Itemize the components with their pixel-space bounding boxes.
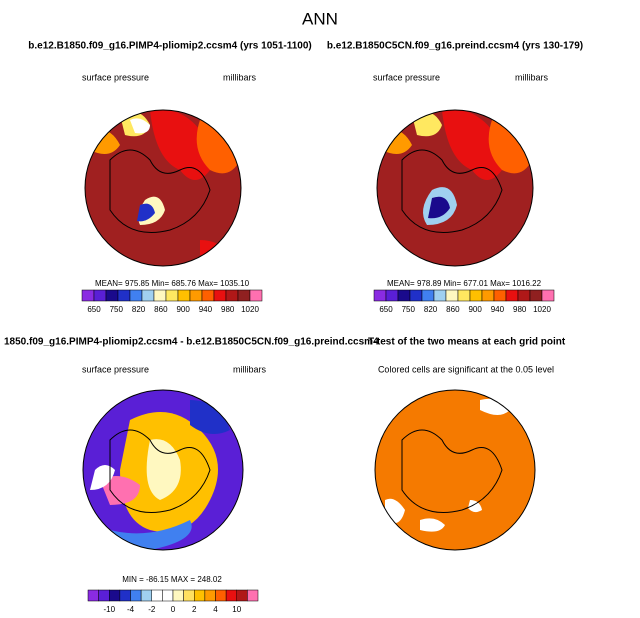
colorbar-box bbox=[505, 289, 519, 302]
colorbar-box bbox=[445, 289, 459, 302]
colorbar-box bbox=[93, 289, 107, 302]
colorbar-box bbox=[183, 589, 195, 602]
colorbar-box bbox=[204, 589, 216, 602]
colorbar-box bbox=[493, 289, 507, 302]
colorbar-box bbox=[129, 289, 143, 302]
panel-label: surface pressure bbox=[82, 72, 149, 82]
colorbar-box bbox=[98, 589, 110, 602]
colorbar-label: 4 bbox=[213, 605, 218, 614]
panel-label: surface pressure bbox=[82, 364, 149, 374]
colorbar-label: 10 bbox=[232, 605, 241, 614]
panel-label: millibars bbox=[233, 364, 267, 374]
panel-title: b.e12.B1850.f09_g16.PIMP4-pliomip2.ccsm4… bbox=[28, 41, 312, 52]
colorbar-label: 940 bbox=[491, 305, 505, 314]
panel-title: b.e12.B1850C5CN.f09_g16.preind.ccsm4 (yr… bbox=[327, 41, 583, 52]
colorbar-box bbox=[215, 589, 227, 602]
colorbar-box bbox=[373, 289, 387, 302]
coastline bbox=[109, 149, 211, 233]
map-border bbox=[84, 109, 242, 267]
colorbar-label: 980 bbox=[221, 305, 235, 314]
colorbar-label: 1020 bbox=[533, 305, 551, 314]
colorbar-box bbox=[236, 589, 248, 602]
colorbar-label: -2 bbox=[148, 605, 156, 614]
panel-label: surface pressure bbox=[373, 72, 440, 82]
colorbar-label: 1020 bbox=[241, 305, 259, 314]
colorbar-label: 750 bbox=[402, 305, 416, 314]
panel-stats: MIN = -86.15 MAX = 248.02 bbox=[122, 575, 222, 584]
panel-title: T-test of the two means at each grid poi… bbox=[368, 337, 566, 348]
coastline bbox=[401, 429, 503, 513]
map-border bbox=[376, 109, 534, 267]
colorbar-label: 940 bbox=[199, 305, 213, 314]
colorbar-box bbox=[397, 289, 411, 302]
colorbar-box bbox=[130, 589, 142, 602]
colorbar-box bbox=[421, 289, 435, 302]
colorbar-box bbox=[81, 289, 95, 302]
colorbar-box bbox=[213, 289, 227, 302]
colorbar-label: 820 bbox=[132, 305, 146, 314]
colorbar-box bbox=[457, 289, 471, 302]
panel-title: 1850.f09_g16.PIMP4-pliomip2.ccsm4 - b.e1… bbox=[4, 337, 379, 348]
colorbar-label: -4 bbox=[127, 605, 135, 614]
figure-title: ANN bbox=[302, 9, 338, 28]
colorbar-label: 900 bbox=[468, 305, 482, 314]
colorbar-box bbox=[172, 589, 184, 602]
colorbar-box bbox=[237, 289, 251, 302]
colorbar-label: 0 bbox=[171, 605, 176, 614]
colorbar-label: 820 bbox=[424, 305, 438, 314]
panel-stats: MEAN= 978.89 Min= 677.01 Max= 1016.22 bbox=[387, 279, 542, 288]
colorbar-box bbox=[541, 289, 555, 302]
colorbar-label: 750 bbox=[110, 305, 124, 314]
colorbar-box bbox=[105, 289, 119, 302]
colorbar-box bbox=[109, 589, 121, 602]
colorbar-box bbox=[247, 589, 259, 602]
colorbar-box bbox=[225, 589, 237, 602]
colorbar-box bbox=[153, 289, 167, 302]
colorbar-box bbox=[409, 289, 423, 302]
colorbar-box bbox=[529, 289, 543, 302]
colorbar-box bbox=[433, 289, 447, 302]
colorbar-label: -10 bbox=[103, 605, 115, 614]
coastline bbox=[401, 149, 503, 233]
panel-label: millibars bbox=[223, 72, 257, 82]
colorbar-box bbox=[87, 589, 99, 602]
panel-subtitle: Colored cells are significant at the 0.0… bbox=[378, 364, 554, 374]
colorbar-box bbox=[165, 289, 179, 302]
colorbar-box bbox=[481, 289, 495, 302]
colorbar-box bbox=[469, 289, 483, 302]
colorbar-box bbox=[162, 589, 174, 602]
map bbox=[83, 390, 243, 550]
colorbar-box bbox=[189, 289, 203, 302]
colorbar-box bbox=[194, 589, 206, 602]
colorbar-label: 860 bbox=[446, 305, 460, 314]
map bbox=[377, 110, 533, 266]
colorbar-label: 980 bbox=[513, 305, 527, 314]
colorbar-box bbox=[201, 289, 215, 302]
colorbar-box bbox=[517, 289, 531, 302]
colorbar-box bbox=[141, 289, 155, 302]
panel-stats: MEAN= 975.85 Min= 685.76 Max= 1035.10 bbox=[95, 279, 250, 288]
coastline bbox=[109, 429, 211, 513]
map bbox=[85, 110, 241, 266]
colorbar-label: 900 bbox=[176, 305, 190, 314]
colorbar-box bbox=[249, 289, 263, 302]
colorbar-label: 860 bbox=[154, 305, 168, 314]
colorbar-label: 650 bbox=[379, 305, 393, 314]
panel-label: millibars bbox=[515, 72, 549, 82]
map-border bbox=[82, 389, 244, 551]
colorbar-box bbox=[385, 289, 399, 302]
map-border bbox=[374, 389, 536, 551]
colorbar-box bbox=[177, 289, 191, 302]
colorbar-label: 2 bbox=[192, 605, 197, 614]
colorbar-box bbox=[140, 589, 152, 602]
colorbar-box bbox=[225, 289, 239, 302]
colorbar-box bbox=[117, 289, 131, 302]
colorbar-label: 650 bbox=[87, 305, 101, 314]
colorbar-box bbox=[151, 589, 163, 602]
colorbar-box bbox=[119, 589, 131, 602]
colorbars: 650 750 820 860 900 940 980 1020 650 750 820 860 900… bbox=[81, 289, 555, 614]
map bbox=[375, 390, 535, 550]
